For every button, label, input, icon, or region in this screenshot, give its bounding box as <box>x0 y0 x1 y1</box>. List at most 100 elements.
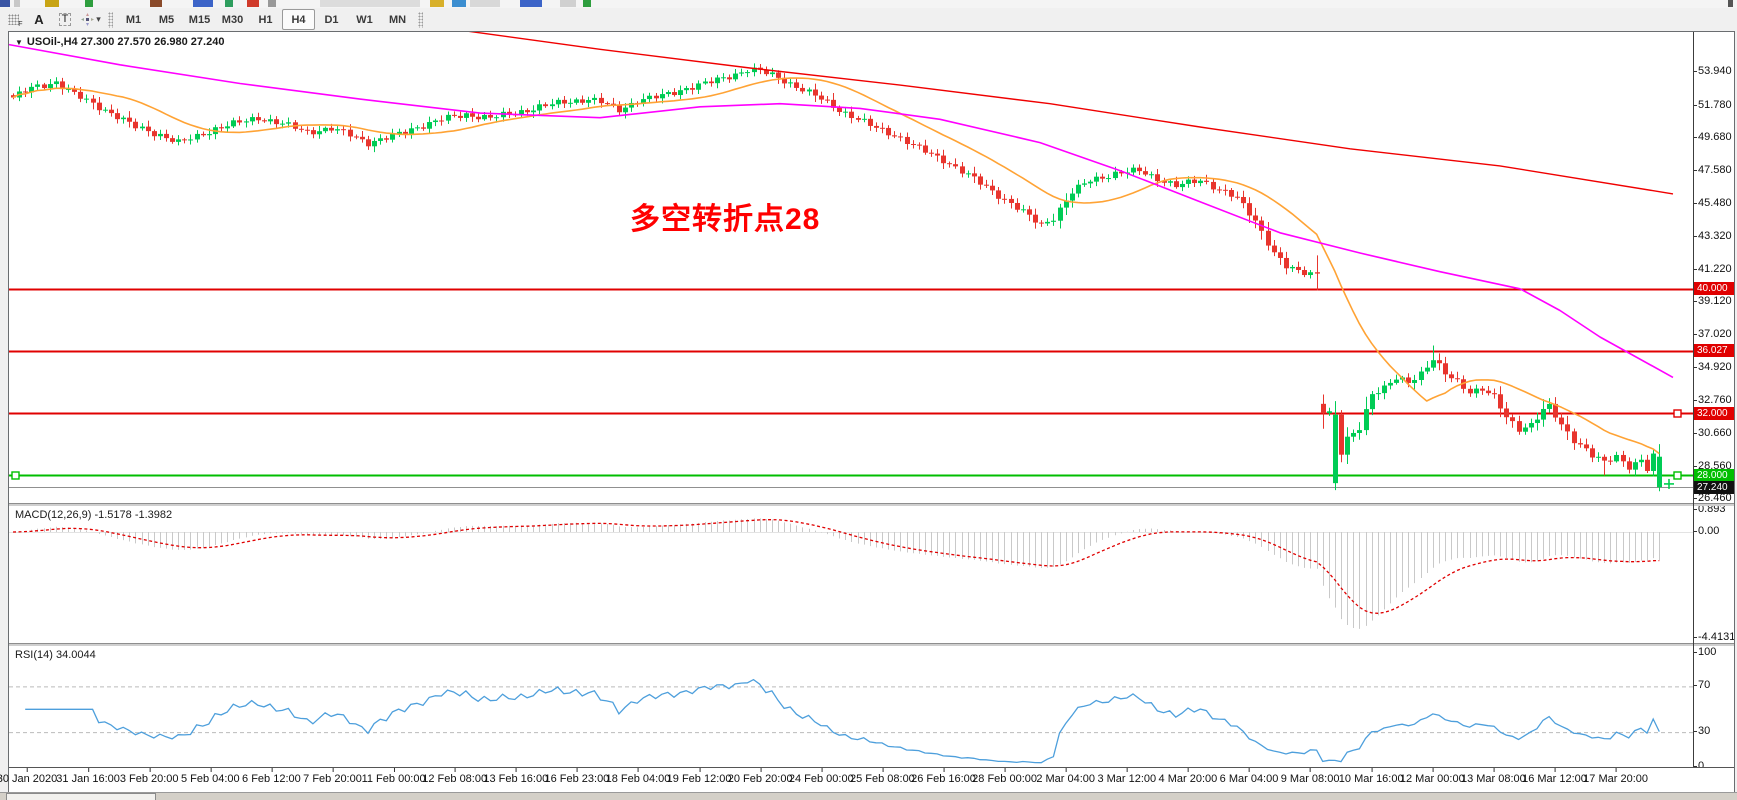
candle <box>1645 459 1650 471</box>
toolbar-grip[interactable] <box>108 11 113 28</box>
candle <box>274 119 279 125</box>
candle <box>898 136 903 138</box>
candle <box>929 152 934 154</box>
time-axis[interactable]: 30 Jan 2020 31 Jan 16:00 3 Feb 20:00 5 Feb … <box>0 767 1734 792</box>
candle <box>721 77 726 79</box>
candle <box>678 90 683 96</box>
candle <box>1651 453 1656 471</box>
candle <box>580 99 585 103</box>
pane-separator-1[interactable] <box>9 503 1734 506</box>
candle <box>984 184 989 186</box>
timeframe-button-h1[interactable]: H1 <box>258 13 273 26</box>
candle <box>892 135 897 137</box>
candle <box>1553 403 1558 418</box>
candle <box>1510 417 1515 422</box>
candle <box>966 173 971 175</box>
pane-separator-2[interactable] <box>9 643 1734 646</box>
timeframe-button-m5[interactable]: M5 <box>158 13 175 26</box>
candle <box>813 89 818 96</box>
rsi-pane[interactable]: RSI(14) 34.0044 100 70 30 0 <box>9 646 1734 767</box>
macd-pane[interactable]: MACD(12,26,9) -1.5178 -1.3982 0.893 0.00 -… <box>9 506 1734 643</box>
hline-handle[interactable] <box>1673 409 1682 418</box>
candle <box>1315 272 1320 274</box>
candle <box>1033 214 1038 223</box>
candle <box>256 117 261 121</box>
candle <box>262 120 267 122</box>
chart-tab[interactable] <box>6 793 156 800</box>
candle <box>1523 427 1528 432</box>
candle <box>886 127 891 136</box>
text-label-button[interactable]: T <box>53 9 77 30</box>
candle <box>764 69 769 75</box>
candle <box>1339 414 1344 455</box>
candle <box>562 99 567 104</box>
candle <box>1162 181 1167 183</box>
candle <box>543 104 548 107</box>
arrows-tool-button[interactable]: ▾ <box>79 9 103 30</box>
rsi-tick-label: 30 <box>1692 725 1711 738</box>
candle <box>1174 181 1179 188</box>
time-axis-label: 4 Mar 20:00 <box>1158 768 1218 785</box>
timeframe-button-d1[interactable]: D1 <box>324 13 339 26</box>
timeframe-button-m15[interactable]: M15 <box>188 13 211 26</box>
candle <box>1131 167 1136 173</box>
candle <box>415 127 420 129</box>
candle <box>690 88 695 90</box>
candle <box>1082 183 1087 185</box>
candle <box>972 173 977 177</box>
candle <box>605 103 610 105</box>
candle <box>1572 431 1577 444</box>
candle <box>231 120 236 127</box>
candle <box>1272 245 1277 253</box>
chart-window: ▼ USOil-,H4 27.300 27.570 26.980 27.240 … <box>0 31 1735 792</box>
candle <box>439 120 444 122</box>
candle <box>1529 423 1534 428</box>
candle <box>1137 167 1142 172</box>
insert-text-button[interactable]: A <box>27 9 51 30</box>
price-tick-label: 45.480 <box>1693 196 1732 209</box>
candle <box>862 118 867 120</box>
price-tick-label: 43.320 <box>1693 230 1732 243</box>
candle <box>782 77 787 84</box>
chart-title: ▼ USOil-,H4 27.300 27.570 26.980 27.240 <box>15 36 224 48</box>
symbol-dropdown-icon[interactable]: ▼ <box>15 37 23 47</box>
candle <box>372 140 377 147</box>
crosshair-grid-button[interactable]: F <box>1 9 25 30</box>
toolbar-icon-fragment <box>583 0 591 7</box>
timeframe-button-h4[interactable]: H4 <box>282 9 315 30</box>
candle <box>586 99 591 103</box>
candle <box>84 98 89 100</box>
candle <box>1602 456 1607 461</box>
candle <box>1382 385 1387 394</box>
candle <box>531 110 536 113</box>
candle <box>464 113 469 118</box>
timeframe-button-m30[interactable]: M30 <box>221 13 244 26</box>
candle <box>1051 220 1056 222</box>
macd-tick-label: 0.893 <box>1693 506 1726 515</box>
candle <box>537 104 542 111</box>
hline-handle[interactable] <box>1673 471 1682 480</box>
rsi-tick-label: 100 <box>1692 646 1717 658</box>
candle <box>1370 394 1375 410</box>
price-tick-label: 47.580 <box>1693 163 1732 176</box>
candle <box>953 164 958 167</box>
candle <box>1412 380 1417 383</box>
candle <box>384 138 389 140</box>
price-badge-28.000: 28.000 <box>1694 468 1734 482</box>
candle <box>1517 421 1522 432</box>
candle <box>305 129 310 131</box>
candle <box>97 102 102 111</box>
annotation-text[interactable]: 多空转折点28 <box>630 203 821 236</box>
toolbar-grip-2[interactable] <box>418 11 423 28</box>
timeframe-button-m1[interactable]: M1 <box>125 13 142 26</box>
timeframe-button-w1[interactable]: W1 <box>356 13 373 26</box>
hline-handle[interactable] <box>11 471 20 480</box>
timeframe-button-mn[interactable]: MN <box>388 13 407 26</box>
candle <box>1076 184 1081 194</box>
candle <box>641 99 646 104</box>
candle <box>133 121 138 129</box>
candle <box>752 67 757 73</box>
candle <box>109 109 114 114</box>
price-pane[interactable]: ▼ USOil-,H4 27.300 27.570 26.980 27.240 … <box>9 32 1734 503</box>
candle <box>91 98 96 103</box>
